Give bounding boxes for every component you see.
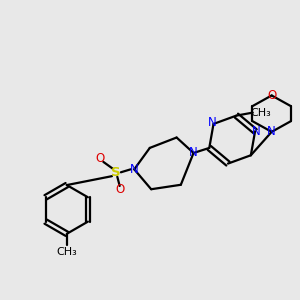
Text: N: N — [189, 146, 198, 160]
Text: O: O — [116, 183, 125, 196]
Text: CH₃: CH₃ — [250, 108, 271, 118]
Text: CH₃: CH₃ — [56, 247, 77, 256]
Text: O: O — [96, 152, 105, 165]
Text: N: N — [252, 125, 261, 138]
Text: N: N — [208, 116, 216, 129]
Text: N: N — [130, 163, 139, 176]
Text: N: N — [267, 125, 276, 138]
Text: O: O — [267, 89, 276, 102]
Text: S: S — [111, 166, 121, 179]
